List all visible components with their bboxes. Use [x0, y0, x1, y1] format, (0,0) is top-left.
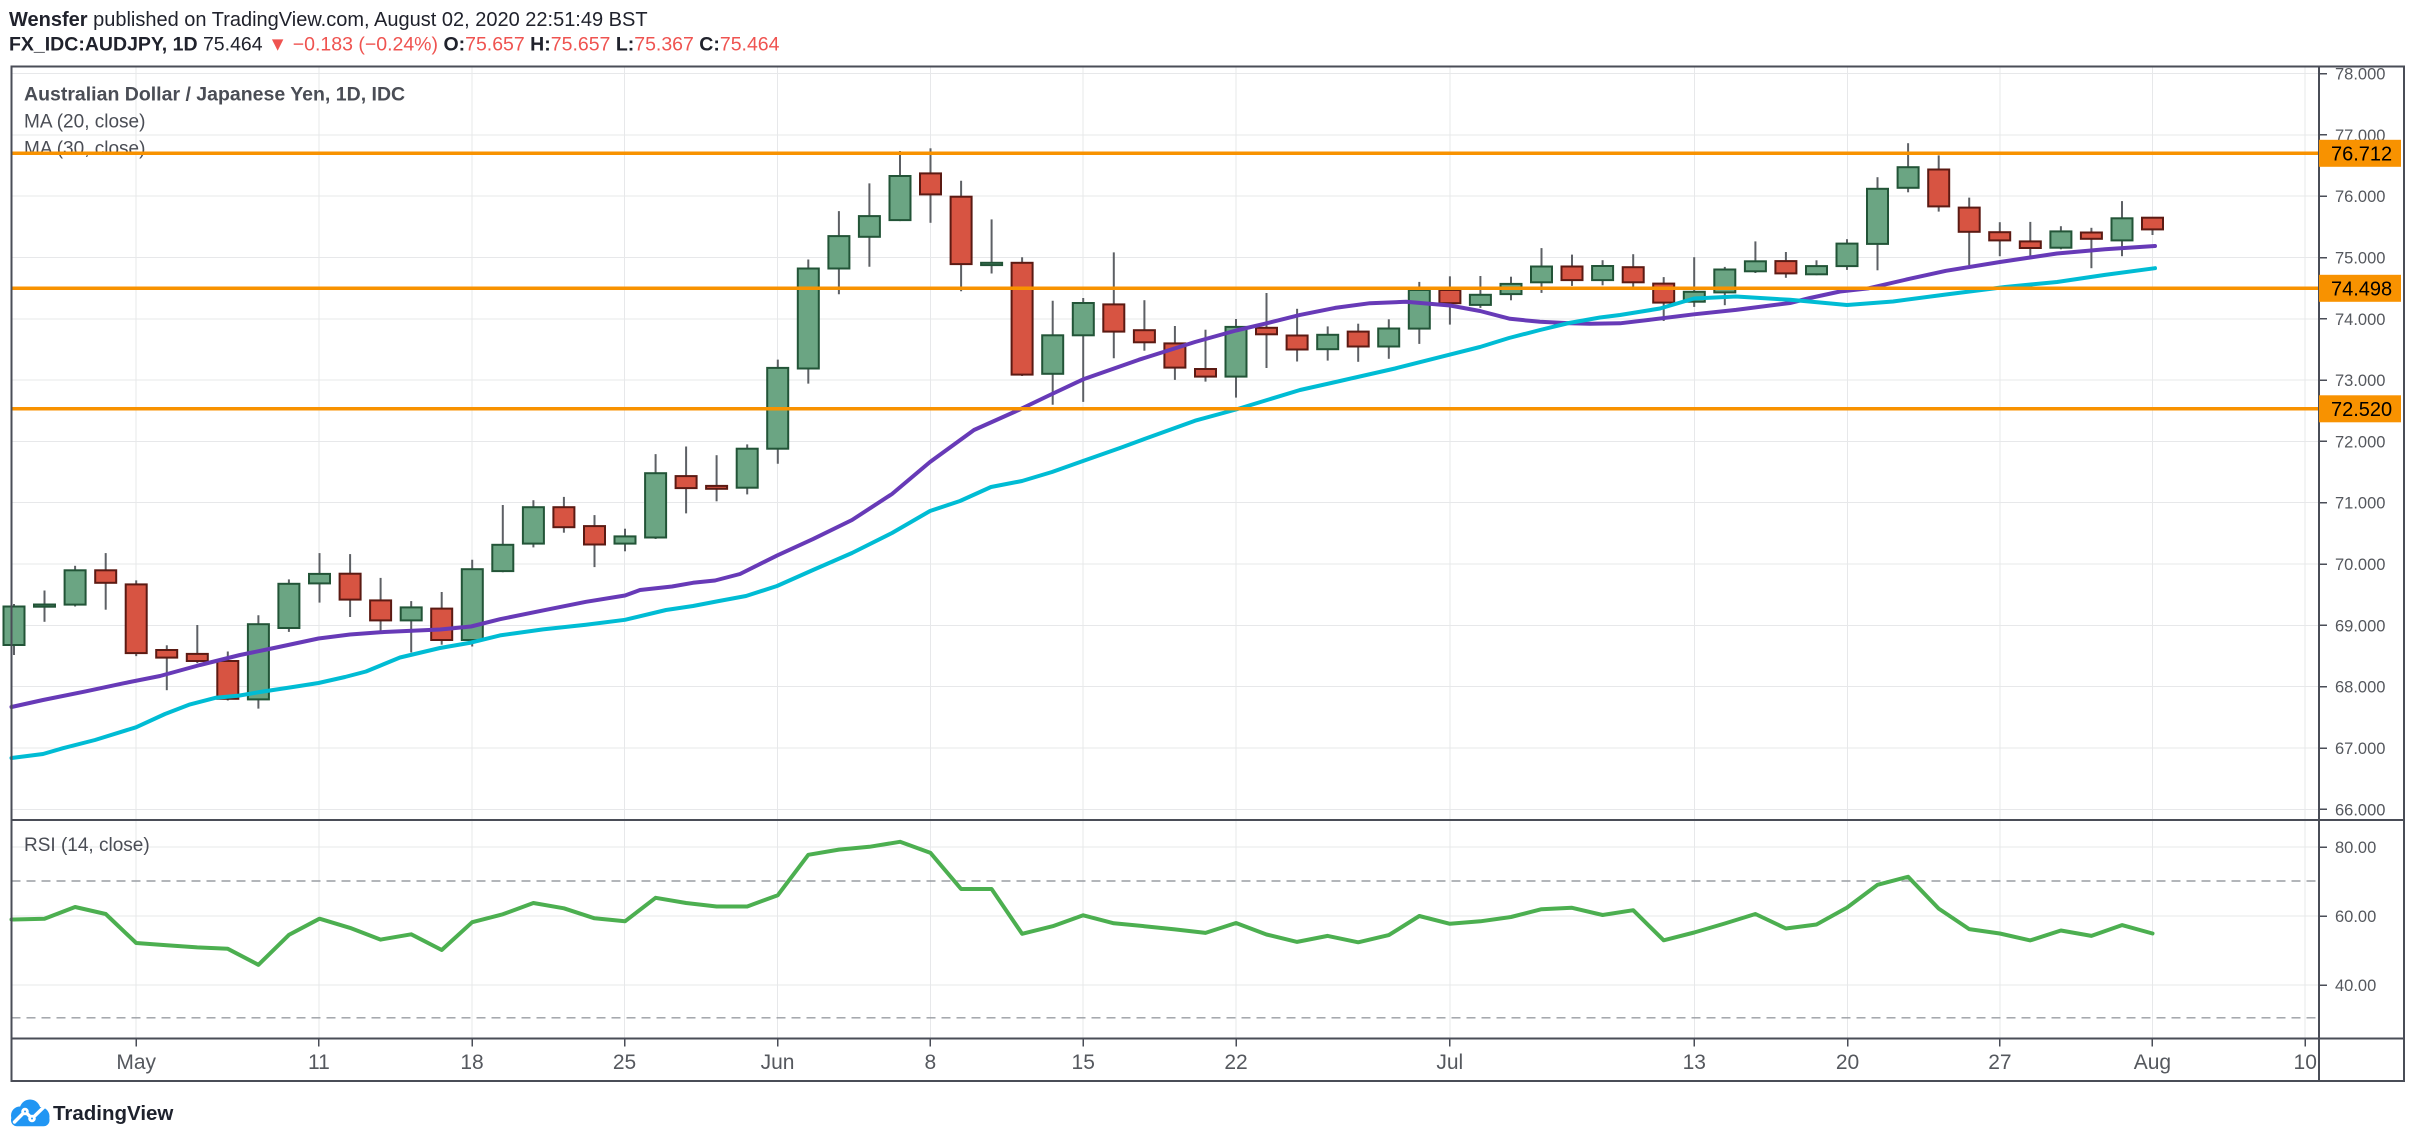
svg-text:73.000: 73.000 [2335, 372, 2385, 390]
svg-text:72.000: 72.000 [2335, 433, 2385, 451]
svg-text:68.000: 68.000 [2335, 679, 2385, 697]
svg-text:RSI (14, close): RSI (14, close) [24, 835, 150, 856]
svg-text:22: 22 [1224, 1051, 1247, 1074]
svg-text:69.000: 69.000 [2335, 617, 2385, 635]
svg-text:18: 18 [460, 1051, 483, 1074]
svg-text:76.000: 76.000 [2335, 188, 2385, 206]
svg-text:80.00: 80.00 [2335, 839, 2376, 857]
svg-text:74.498: 74.498 [2331, 278, 2392, 300]
svg-text:27: 27 [1988, 1051, 2011, 1074]
svg-text:Australian Dollar / Japanese Y: Australian Dollar / Japanese Yen, 1D, ID… [24, 84, 405, 106]
svg-text:40.00: 40.00 [2335, 977, 2376, 995]
svg-text:72.520: 72.520 [2331, 399, 2392, 421]
svg-text:66.000: 66.000 [2335, 801, 2385, 819]
svg-text:FX_IDC:AUDJPY, 1D 75.464 ▼ −0.: FX_IDC:AUDJPY, 1D 75.464 ▼ −0.183 (−0.24… [9, 34, 780, 56]
svg-text:25: 25 [613, 1051, 636, 1074]
svg-text:67.000: 67.000 [2335, 740, 2385, 758]
svg-text:10: 10 [2294, 1051, 2317, 1074]
svg-text:75.000: 75.000 [2335, 250, 2385, 268]
svg-text:May: May [116, 1051, 156, 1074]
svg-text:TradingView: TradingView [53, 1102, 173, 1125]
svg-text:MA (30, close): MA (30, close) [24, 139, 145, 160]
svg-text:Jun: Jun [761, 1051, 795, 1074]
svg-text:20: 20 [1836, 1051, 1859, 1074]
svg-text:8: 8 [924, 1051, 936, 1074]
svg-text:15: 15 [1072, 1051, 1095, 1074]
svg-text:76.712: 76.712 [2331, 143, 2392, 165]
svg-text:Wensfer published on TradingVi: Wensfer published on TradingView.com, Au… [9, 9, 648, 31]
svg-text:70.000: 70.000 [2335, 556, 2385, 574]
svg-text:Aug: Aug [2134, 1051, 2171, 1074]
svg-text:71.000: 71.000 [2335, 495, 2385, 513]
svg-text:74.000: 74.000 [2335, 311, 2385, 329]
svg-text:11: 11 [308, 1051, 330, 1074]
svg-text:13: 13 [1683, 1051, 1706, 1074]
svg-text:Jul: Jul [1436, 1051, 1463, 1074]
svg-text:60.00: 60.00 [2335, 908, 2376, 926]
svg-text:78.000: 78.000 [2335, 66, 2385, 84]
svg-text:MA (20, close): MA (20, close) [24, 112, 145, 133]
